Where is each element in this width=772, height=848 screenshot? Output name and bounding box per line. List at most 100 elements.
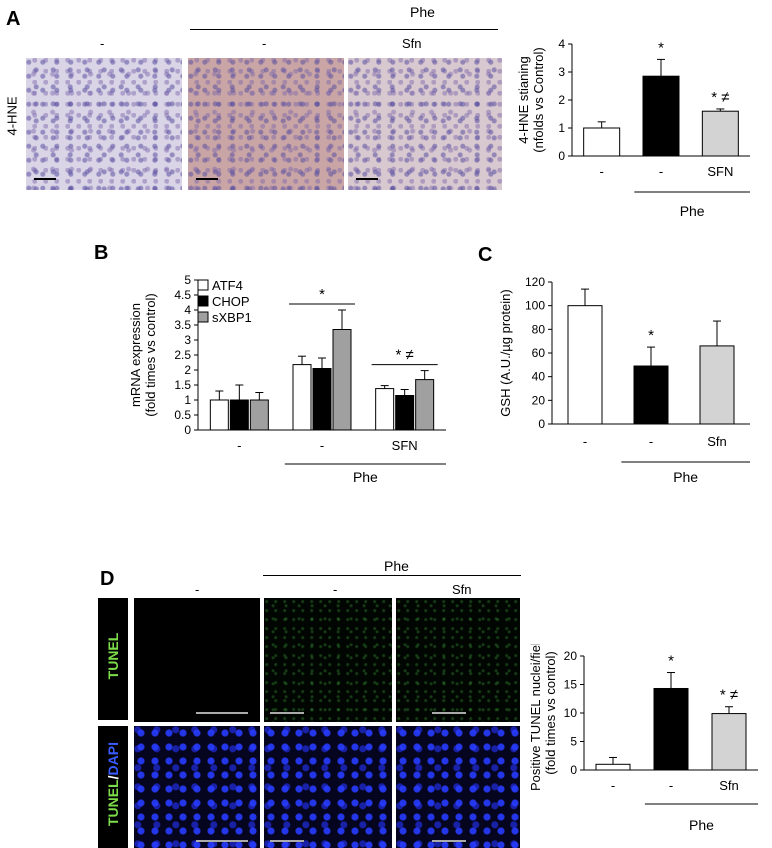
y-tick-label: 2.5 (174, 348, 191, 362)
y-axis-label: (nfolds vs Control) (531, 47, 546, 152)
tunel-image-phe-sfn (396, 598, 520, 722)
bar (249, 399, 269, 431)
chart-b: 00.511.522.533.544.55 mRNA expression (fol… (128, 273, 446, 485)
significance-mark: * ≠ (396, 347, 414, 364)
bar (332, 329, 352, 431)
x-tick-label: - (583, 434, 587, 449)
y-tick-label: 0 (538, 417, 545, 431)
panel-letter-d: D (100, 568, 115, 590)
bar (292, 364, 312, 431)
tunel-dapi-label-tunel: TUNEL (105, 779, 121, 827)
y-tick-label: 1 (184, 393, 191, 407)
tunel-image-phe (264, 598, 392, 722)
legend-swatch (197, 311, 209, 323)
tunel-dapi-row-label: TUNEL/DAPI (105, 733, 121, 835)
y-tick-label: 4 (558, 37, 565, 51)
panel-a-group-line (190, 29, 498, 30)
x-tick-label: - (669, 778, 673, 793)
tunel-dapi-label-slash: / (105, 775, 121, 780)
y-tick-label: 1 (558, 121, 565, 135)
y-axis-label: (fold times vs control) (543, 651, 558, 775)
scale-bar (34, 178, 56, 180)
y-tick-label: 0 (570, 763, 577, 777)
y-tick-label: 40 (532, 370, 546, 384)
scale-bar (270, 712, 304, 714)
micrograph-phe (188, 58, 344, 190)
panel-letter-a: A (6, 8, 21, 30)
y-tick-label: 3 (558, 65, 565, 79)
y-tick-label: 1.5 (174, 378, 191, 392)
bar (653, 687, 689, 771)
chart-a: 0 1 2 3 4 4-HNE stianing (nfolds vs Control) - -… (516, 37, 750, 219)
x-tick-label: - (320, 438, 324, 453)
legend-label: CHOP (212, 294, 250, 309)
y-tick-label: 2 (184, 363, 191, 377)
y-tick-label: 2 (558, 93, 565, 107)
y-axis-label: (fold times vs control) (143, 293, 158, 417)
x-tick-label: - (599, 164, 603, 179)
chart-d: 0 5 10 15 20 Positive TUNEL nuclei/field (fold… (528, 644, 758, 833)
significance-mark: * (658, 39, 664, 56)
group-label: Phe (689, 817, 714, 833)
significance-mark: * (319, 286, 325, 303)
x-tick-label: SFN (707, 164, 733, 179)
panel-a-group-label: Phe (410, 4, 435, 20)
panel-letter-b: B (94, 242, 109, 264)
significance-mark: * (668, 653, 674, 670)
legend-swatch (197, 295, 209, 307)
y-tick-label: 3.5 (174, 318, 191, 332)
y-tick-label: 60 (532, 346, 546, 360)
bar (312, 368, 332, 431)
micrograph-phe-sfn (348, 58, 502, 190)
panel-a-col-label-2: - (262, 36, 267, 51)
y-axis-label: 4-HNE stianing (516, 56, 531, 143)
y-axis-label: GSH (A.U./µg protein) (498, 289, 513, 416)
bar (209, 399, 229, 431)
dapi-image-control (134, 726, 260, 848)
significance-mark: * (648, 327, 654, 344)
scale-bar (196, 840, 248, 842)
tunel-dapi-row-label-box: TUNEL/DAPI (98, 726, 128, 848)
x-tick-label: SFN (392, 438, 418, 453)
tunel-row-label-box: TUNEL (98, 598, 128, 720)
panel-d-group-line (263, 575, 521, 576)
tunel-row-label: TUNEL (105, 632, 121, 680)
dapi-image-phe-sfn (396, 726, 520, 848)
panel-d-col-label-3: Sfn (452, 582, 472, 597)
y-tick-label: 0 (184, 423, 191, 437)
y-tick-label: 0.5 (174, 408, 191, 422)
bar (701, 110, 739, 157)
y-tick-label: 20 (532, 393, 546, 407)
chart-c: 0 20 40 60 80 100 120 GSH (A.U./µg protein) - - * S… (498, 275, 750, 485)
legend-label: sXBP1 (212, 310, 252, 325)
y-tick-label: 80 (532, 322, 546, 336)
group-label: Phe (673, 469, 698, 485)
y-tick-label: 5 (184, 273, 191, 287)
panel-letter-c: C (478, 244, 493, 266)
y-tick-label: 120 (525, 275, 545, 289)
x-tick-label: - (659, 164, 663, 179)
y-tick-label: 15 (564, 678, 578, 692)
group-label: Phe (680, 203, 705, 219)
x-tick-label: - (649, 434, 653, 449)
panel-d-col-label-1: - (195, 582, 200, 597)
y-tick-label: 5 (570, 735, 577, 749)
legend-swatch (197, 279, 209, 291)
scale-bar (196, 178, 218, 180)
bar (395, 395, 415, 431)
panel-a-col-label-3: Sfn (402, 36, 422, 51)
x-tick-label: Sfn (707, 434, 727, 449)
y-tick-label: 4.5 (174, 288, 191, 302)
x-tick-label: Sfn (719, 778, 739, 793)
bar (415, 379, 435, 431)
scale-bar (196, 712, 248, 714)
bar (699, 345, 735, 425)
bar (375, 388, 395, 431)
bar (229, 399, 249, 431)
scale-bar (270, 840, 304, 842)
bar (567, 305, 603, 425)
scale-bar (432, 712, 466, 714)
bar (711, 713, 747, 771)
panel-d-col-label-2: - (333, 582, 338, 597)
significance-mark: * ≠ (720, 687, 738, 704)
